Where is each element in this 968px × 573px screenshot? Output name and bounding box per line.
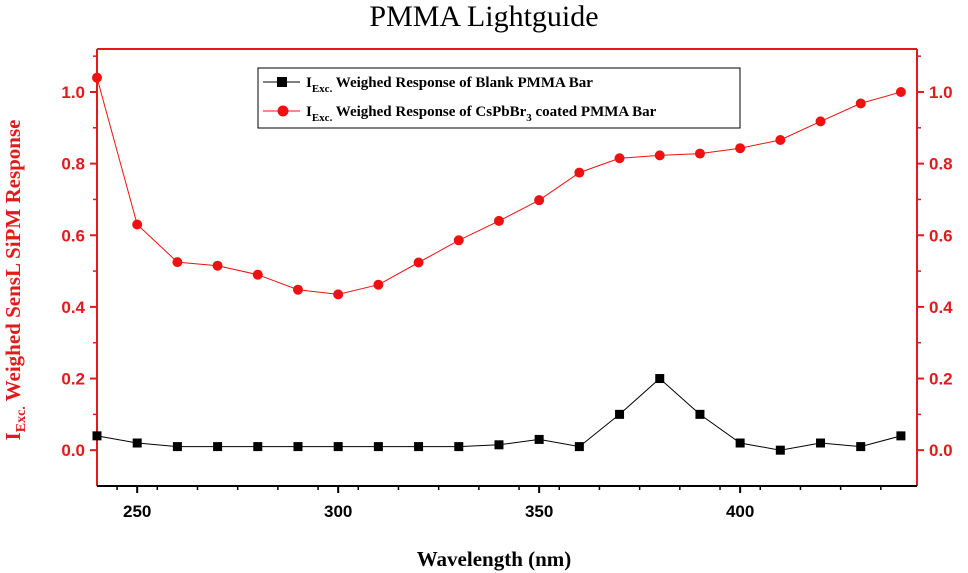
data-point-cspbbr3 [614, 153, 625, 164]
legend-label-blank: IExc. Weighed Response of Blank PMMA Bar [306, 75, 593, 95]
legend-entry-blank: IExc. Weighed Response of Blank PMMA Bar [263, 75, 593, 95]
data-point-blank [333, 442, 343, 452]
data-point-blank [615, 409, 625, 419]
legend: IExc. Weighed Response of Blank PMMA Bar… [257, 67, 741, 129]
left-y-tick-label: 0.4 [61, 298, 85, 317]
data-point-blank [454, 442, 464, 452]
chart-title: PMMA Lightguide [369, 0, 598, 33]
data-point-cspbbr3 [453, 235, 464, 246]
data-point-blank [775, 445, 785, 455]
data-point-cspbbr3 [855, 98, 866, 109]
y-axis-label-main: I [1, 432, 25, 440]
data-point-blank [494, 440, 504, 450]
data-point-cspbbr3 [654, 150, 665, 161]
left-y-tick-label: 0.0 [61, 441, 85, 460]
x-tick-label: 300 [324, 502, 352, 521]
series-line-0 [96, 377, 902, 451]
data-point-blank [92, 431, 102, 441]
data-point-blank [293, 442, 303, 452]
data-point-blank [534, 434, 544, 444]
y-axis-label-subscript: Exc. [14, 406, 29, 432]
data-point-cspbbr3 [292, 284, 303, 295]
right-y-tick-label: 0.4 [929, 298, 953, 317]
right-y-tick-label: 1.0 [929, 83, 953, 102]
data-point-blank [253, 442, 263, 452]
data-point-cspbbr3 [172, 257, 183, 268]
data-point-cspbbr3 [413, 257, 424, 268]
data-point-cspbbr3 [92, 72, 102, 83]
right-y-tick-label: 0.2 [929, 370, 953, 389]
data-point-cspbbr3 [132, 219, 143, 230]
data-point-cspbbr3 [815, 116, 826, 127]
right-y-tick-label: 0.8 [929, 155, 953, 174]
legend-entry-cspbbr3: IExc. Weighed Response of CsPbBr3 coated… [263, 104, 657, 124]
data-point-blank [695, 409, 705, 419]
data-point-cspbbr3 [735, 143, 746, 154]
data-point-blank [574, 442, 584, 452]
data-point-blank [896, 431, 906, 441]
data-point-blank [655, 374, 665, 384]
data-point-blank [816, 438, 826, 448]
y-axis-label-rest: Weighed SensL SiPM Response [1, 120, 25, 407]
data-point-blank [735, 438, 745, 448]
data-point-cspbbr3 [694, 148, 705, 159]
data-point-cspbbr3 [895, 86, 906, 97]
y-axis-label: IExc. Weighed SensL SiPM Response [1, 120, 29, 441]
data-point-cspbbr3 [775, 134, 786, 145]
data-point-cspbbr3 [333, 289, 344, 300]
right-y-tick-label: 0.6 [929, 226, 953, 245]
legend-marker-cspbbr3 [277, 105, 289, 117]
x-tick-label: 250 [123, 502, 151, 521]
data-point-cspbbr3 [574, 167, 585, 178]
x-tick-label: 400 [726, 502, 754, 521]
left-y-tick-label: 0.2 [61, 370, 85, 389]
series-markers [92, 72, 906, 455]
data-point-cspbbr3 [252, 269, 263, 280]
left-y-tick-label: 0.6 [61, 226, 85, 245]
data-point-blank [856, 442, 866, 452]
legend-label-cspbbr3: IExc. Weighed Response of CsPbBr3 coated… [306, 104, 657, 124]
data-point-blank [213, 442, 223, 452]
data-point-cspbbr3 [493, 215, 504, 226]
data-point-blank [414, 442, 424, 452]
data-point-blank [373, 442, 383, 452]
legend-box [257, 67, 741, 129]
right-y-tick-label: 0.0 [929, 441, 953, 460]
data-point-cspbbr3 [373, 279, 384, 290]
data-point-cspbbr3 [212, 260, 223, 271]
data-point-cspbbr3 [534, 195, 545, 206]
left-y-tick-label: 1.0 [61, 83, 85, 102]
x-axis-label: Wavelength (nm) [417, 547, 572, 571]
legend-marker-blank [277, 77, 287, 87]
left-y-tick-label: 0.8 [61, 155, 85, 174]
data-point-blank [132, 438, 142, 448]
data-point-blank [172, 442, 182, 452]
x-tick-label: 350 [525, 502, 553, 521]
axes: 250 300 350 400 0.0 0.0 0.2 0.2 0.4 0.4 0.6 0.6 0.8 0… [61, 48, 953, 521]
